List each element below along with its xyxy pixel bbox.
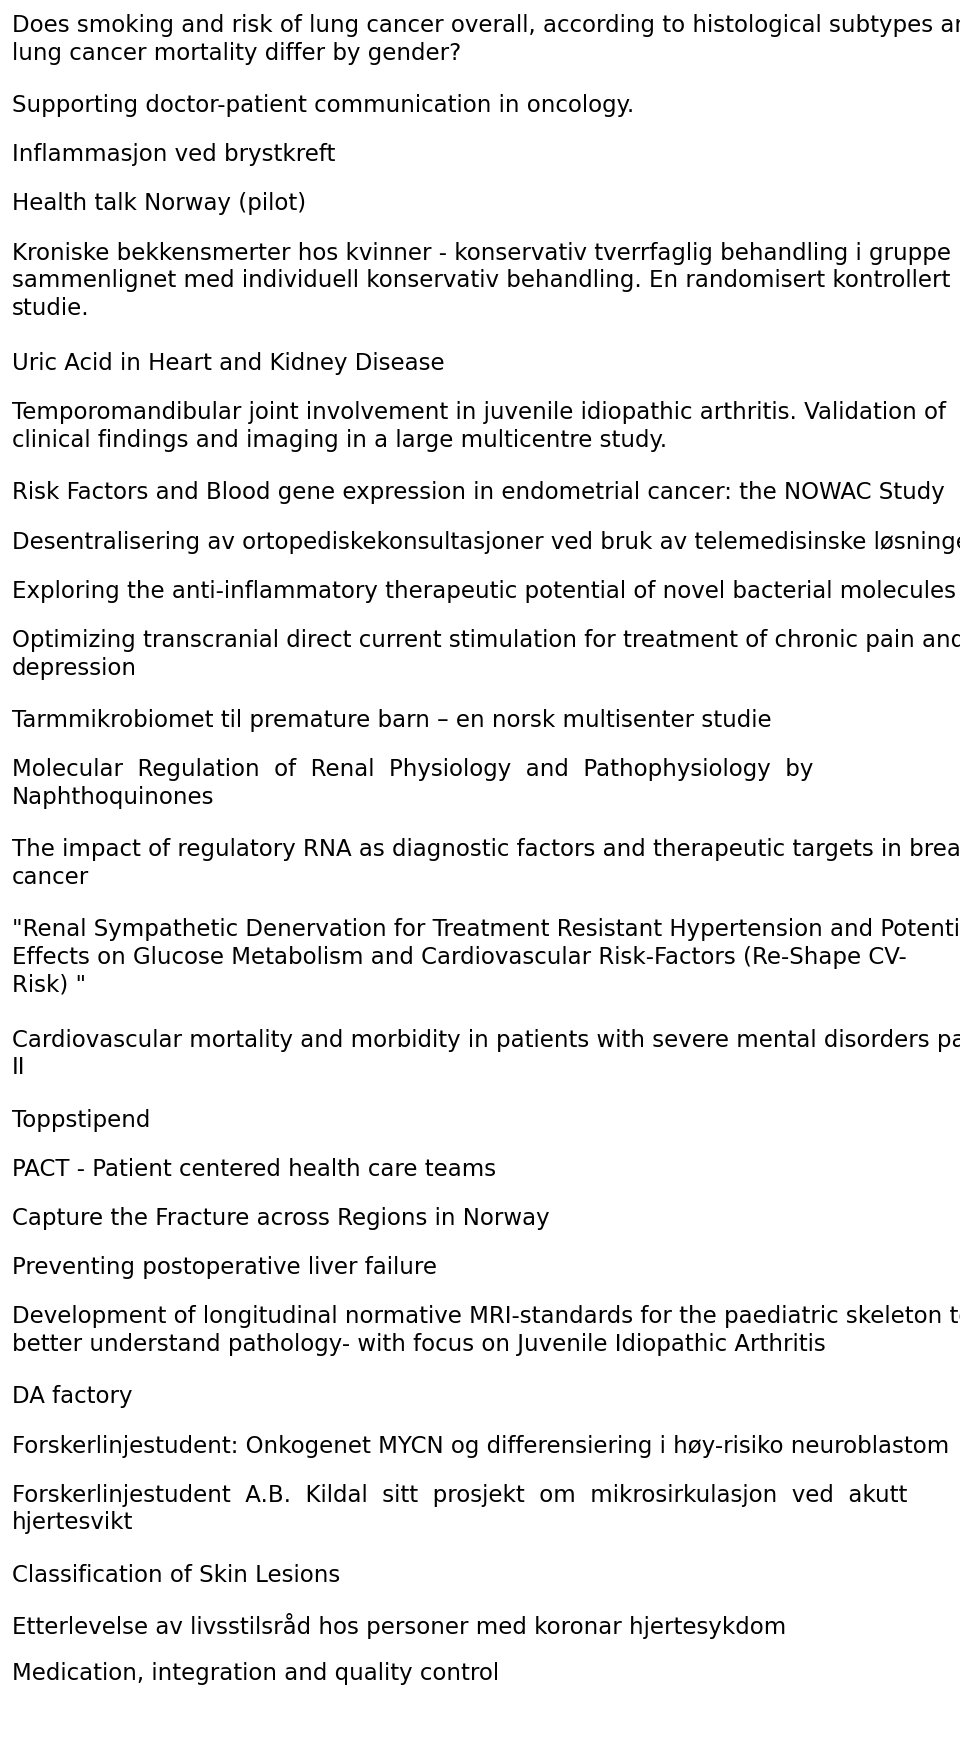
Text: Desentralisering av ortopediskekonsultasjoner ved bruk av telemedisinske løsning: Desentralisering av ortopediskekonsultas… bbox=[12, 531, 960, 553]
Text: Forskerlinjestudent  A.B.  Kildal  sitt  prosjekt  om  mikrosirkulasjon  ved  ak: Forskerlinjestudent A.B. Kildal sitt pro… bbox=[12, 1485, 907, 1534]
Text: Development of longitudinal normative MRI-standards for the paediatric skeleton : Development of longitudinal normative MR… bbox=[12, 1305, 960, 1356]
Text: The impact of regulatory RNA as diagnostic factors and therapeutic targets in br: The impact of regulatory RNA as diagnost… bbox=[12, 838, 960, 889]
Text: Medication, integration and quality control: Medication, integration and quality cont… bbox=[12, 1662, 498, 1685]
Text: DA factory: DA factory bbox=[12, 1386, 132, 1409]
Text: Capture the Fracture across Regions in Norway: Capture the Fracture across Regions in N… bbox=[12, 1207, 549, 1230]
Text: Inflammasjon ved brystkreft: Inflammasjon ved brystkreft bbox=[12, 144, 335, 167]
Text: Does smoking and risk of lung cancer overall, according to histological subtypes: Does smoking and risk of lung cancer ove… bbox=[12, 14, 960, 65]
Text: Optimizing transcranial direct current stimulation for treatment of chronic pain: Optimizing transcranial direct current s… bbox=[12, 629, 960, 680]
Text: Health talk Norway (pilot): Health talk Norway (pilot) bbox=[12, 193, 305, 216]
Text: Preventing postoperative liver failure: Preventing postoperative liver failure bbox=[12, 1256, 437, 1279]
Text: PACT - Patient centered health care teams: PACT - Patient centered health care team… bbox=[12, 1158, 495, 1181]
Text: Temporomandibular joint involvement in juvenile idiopathic arthritis. Validation: Temporomandibular joint involvement in j… bbox=[12, 402, 946, 452]
Text: Cardiovascular mortality and morbidity in patients with severe mental disorders : Cardiovascular mortality and morbidity i… bbox=[12, 1030, 960, 1079]
Text: Molecular  Regulation  of  Renal  Physiology  and  Pathophysiology  by
Naphthoqu: Molecular Regulation of Renal Physiology… bbox=[12, 759, 813, 808]
Text: "Renal Sympathetic Denervation for Treatment Resistant Hypertension and Potentia: "Renal Sympathetic Denervation for Treat… bbox=[12, 919, 960, 996]
Text: Supporting doctor-patient communication in oncology.: Supporting doctor-patient communication … bbox=[12, 93, 634, 118]
Text: Kroniske bekkensmerter hos kvinner - konservativ tverrfaglig behandling i gruppe: Kroniske bekkensmerter hos kvinner - kon… bbox=[12, 242, 950, 320]
Text: Classification of Skin Lesions: Classification of Skin Lesions bbox=[12, 1564, 340, 1587]
Text: Etterlevelse av livsstilsråd hos personer med koronar hjertesykdom: Etterlevelse av livsstilsråd hos persone… bbox=[12, 1613, 786, 1639]
Text: Tarmmikrobiomet til premature barn – en norsk multisenter studie: Tarmmikrobiomet til premature barn – en … bbox=[12, 710, 771, 733]
Text: Uric Acid in Heart and Kidney Disease: Uric Acid in Heart and Kidney Disease bbox=[12, 351, 444, 376]
Text: Forskerlinjestudent: Onkogenet MYCN og differensiering i høy-risiko neuroblastom: Forskerlinjestudent: Onkogenet MYCN og d… bbox=[12, 1435, 948, 1458]
Text: Toppstipend: Toppstipend bbox=[12, 1109, 150, 1132]
Text: Risk Factors and Blood gene expression in endometrial cancer: the NOWAC Study: Risk Factors and Blood gene expression i… bbox=[12, 481, 945, 504]
Text: Exploring the anti-inflammatory therapeutic potential of novel bacterial molecul: Exploring the anti-inflammatory therapeu… bbox=[12, 580, 955, 603]
